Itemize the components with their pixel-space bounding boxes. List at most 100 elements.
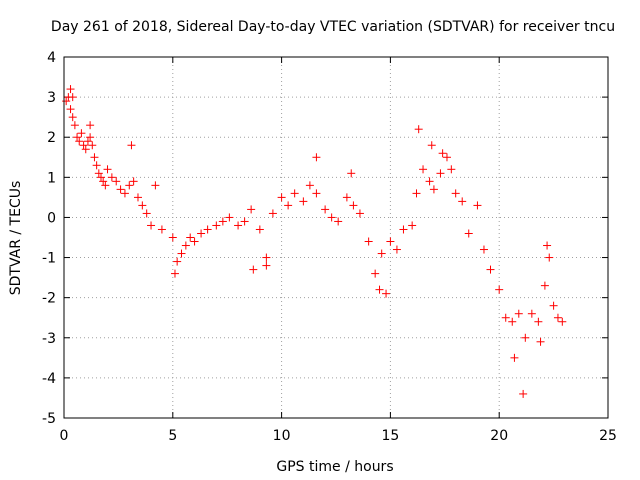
data-point: [429, 185, 438, 194]
data-point: [536, 337, 545, 346]
x-tick-label: 15: [381, 428, 399, 444]
data-point: [234, 221, 243, 230]
data-point: [190, 237, 199, 246]
data-point: [197, 229, 206, 238]
data-point: [414, 125, 423, 134]
x-tick-label: 5: [168, 428, 177, 444]
data-point: [543, 241, 552, 250]
data-point: [147, 221, 156, 230]
data-point: [479, 245, 488, 254]
data-point: [186, 233, 195, 242]
y-tick-label: 2: [47, 130, 56, 146]
data-point: [203, 225, 212, 234]
data-point: [305, 181, 314, 190]
data-point: [129, 177, 138, 186]
data-point: [436, 169, 445, 178]
data-point: [495, 285, 504, 294]
data-point: [501, 313, 510, 322]
data-point: [545, 253, 554, 262]
data-point: [262, 261, 271, 270]
data-point: [427, 141, 436, 150]
data-point: [151, 181, 160, 190]
data-point: [116, 185, 125, 194]
data-point: [255, 225, 264, 234]
y-axis-label: SDTVAR / TECUs: [8, 181, 24, 296]
data-point: [347, 169, 356, 178]
data-point: [277, 193, 286, 202]
data-point: [79, 141, 88, 150]
y-tick-label: -1: [42, 251, 56, 267]
data-point: [375, 285, 384, 294]
data-point: [342, 193, 351, 202]
y-tick-label: 4: [47, 50, 56, 66]
data-point: [83, 137, 92, 146]
data-point: [107, 173, 116, 182]
data-point: [442, 153, 451, 162]
data-point: [62, 97, 71, 106]
data-point: [299, 197, 308, 206]
data-point: [399, 225, 408, 234]
data-point: [521, 333, 530, 342]
x-axis-label: GPS time / hours: [276, 459, 393, 475]
data-point: [218, 217, 227, 226]
y-tick-label: 0: [47, 210, 56, 226]
data-point: [540, 281, 549, 290]
data-point: [527, 309, 536, 318]
data-point: [534, 317, 543, 326]
data-point: [90, 153, 99, 162]
plot-frame: [63, 56, 609, 419]
data-point: [386, 237, 395, 246]
data-point: [451, 189, 460, 198]
data-point: [268, 209, 277, 218]
data-point: [157, 225, 166, 234]
axis-ticks: 0 5 10 15 20 25 -5 -4 -3 -2 -1 0 1 2 3 4: [42, 50, 617, 444]
data-point: [96, 173, 105, 182]
data-point: [392, 245, 401, 254]
data-point: [88, 141, 97, 150]
data-point: [94, 169, 103, 178]
data-point: [177, 249, 186, 258]
data-point: [70, 121, 79, 130]
grid-lines: [63, 56, 609, 419]
y-tick-label: -3: [42, 331, 56, 347]
y-tick-label: 3: [47, 90, 56, 106]
x-tick-label: 20: [490, 428, 508, 444]
data-point: [133, 193, 142, 202]
data-point: [103, 165, 112, 174]
data-point: [66, 85, 75, 94]
data-point: [438, 149, 447, 158]
data-point: [225, 213, 234, 222]
data-point: [464, 229, 473, 238]
data-point: [425, 177, 434, 186]
data-point: [99, 177, 108, 186]
y-tick-label: 1: [47, 170, 56, 186]
data-point: [142, 209, 151, 218]
data-point: [125, 181, 134, 190]
data-point: [81, 145, 90, 154]
data-point: [127, 141, 136, 150]
data-point: [112, 177, 121, 186]
data-point: [334, 217, 343, 226]
data-point: [508, 317, 517, 326]
x-tick-label: 25: [599, 428, 617, 444]
data-point: [168, 233, 177, 242]
data-point: [514, 309, 523, 318]
data-point: [212, 221, 221, 230]
data-point: [68, 113, 77, 122]
data-point: [558, 317, 567, 326]
data-point: [519, 389, 528, 398]
data-point: [447, 165, 456, 174]
data-point: [486, 265, 495, 274]
data-point: [327, 213, 336, 222]
data-point: [458, 197, 467, 206]
data-point: [349, 201, 358, 210]
data-point: [321, 205, 330, 214]
data-point: [473, 201, 482, 210]
data-point: [181, 241, 190, 250]
y-tick-label: -2: [42, 291, 56, 307]
data-point: [377, 249, 386, 258]
data-point: [92, 161, 101, 170]
data-point: [120, 189, 129, 198]
data-point: [170, 269, 179, 278]
